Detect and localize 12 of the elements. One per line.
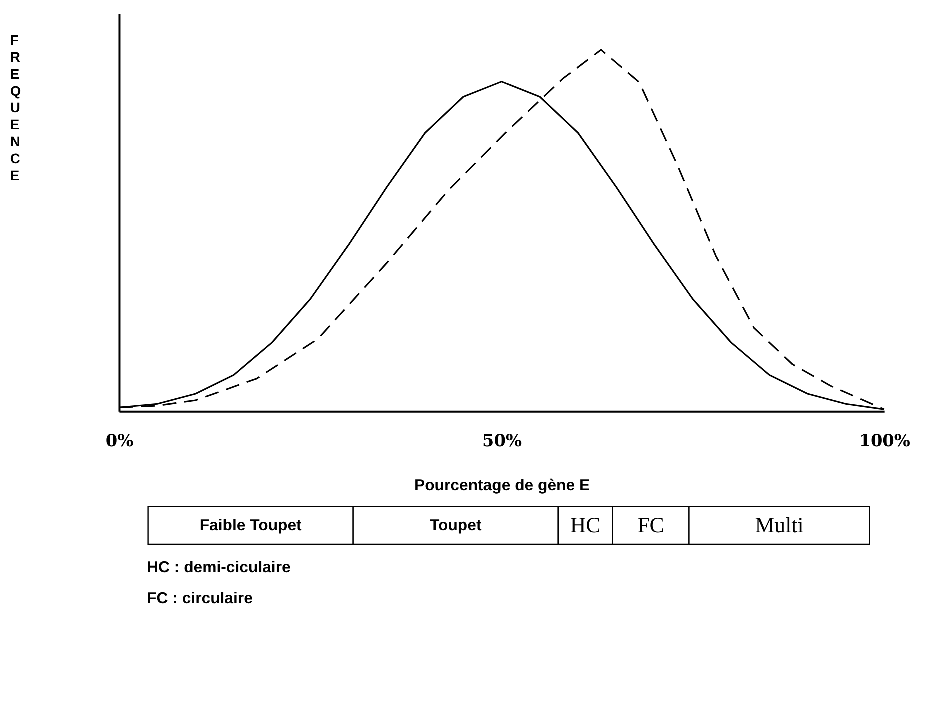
text: FC — [638, 514, 664, 538]
text: Faible Toupet — [200, 518, 303, 535]
text: FC : circulaire — [147, 590, 254, 608]
x-tick-label: 100% — [859, 430, 910, 451]
text: Toupet — [430, 518, 482, 535]
text: HC : demi-ciculaire — [147, 560, 292, 577]
x-tick-label: 50% — [482, 430, 522, 451]
x-axis-title: Pourcentage de gène E — [414, 477, 590, 494]
text: HC — [570, 514, 601, 538]
text: Multi — [755, 514, 804, 538]
x-tick-label: 0% — [106, 430, 134, 451]
text: FREQUENCE — [10, 32, 22, 184]
